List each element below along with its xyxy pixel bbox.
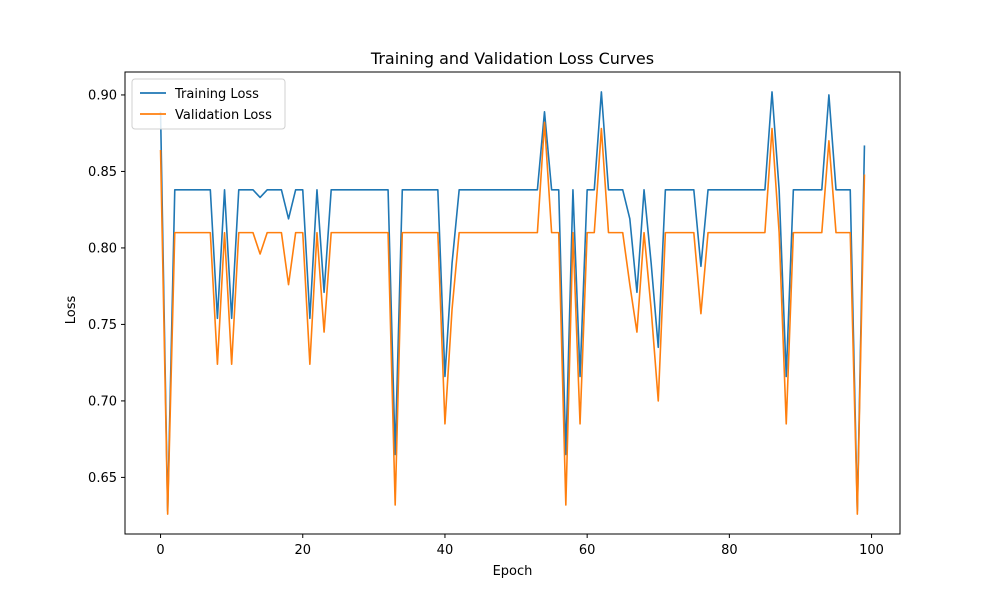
y-tick-label: 0.75 (88, 318, 117, 333)
x-axis-label: Epoch (493, 564, 533, 579)
legend-label-1: Validation Loss (175, 108, 272, 123)
legend-label-0: Training Loss (174, 87, 259, 102)
series-line-1 (159, 121, 866, 515)
y-tick-label: 0.90 (88, 88, 117, 103)
y-axis: 0.65 0.70 0.75 0.80 0.85 0.90 (88, 88, 125, 486)
plot-frame (124, 71, 901, 535)
series-line-0 (159, 91, 866, 512)
x-tick-label: 100 (859, 543, 884, 558)
x-tick-label: 20 (294, 543, 311, 558)
legend: Training Loss Validation Loss (131, 78, 286, 130)
y-tick-label: 0.65 (88, 471, 117, 486)
y-tick-label: 0.70 (88, 394, 117, 409)
x-axis: 0 20 40 60 80 100 (156, 534, 884, 558)
x-tick-label: 80 (721, 543, 738, 558)
y-axis-label: Loss (64, 296, 79, 325)
x-tick-label: 40 (437, 543, 454, 558)
legend-box (131, 78, 286, 130)
plot-area (124, 71, 901, 535)
chart-title: Training and Validation Loss Curves (370, 49, 654, 68)
y-tick-label: 0.80 (88, 241, 117, 256)
x-tick-label: 60 (579, 543, 596, 558)
x-tick-label: 0 (156, 543, 164, 558)
y-tick-label: 0.85 (88, 165, 117, 180)
